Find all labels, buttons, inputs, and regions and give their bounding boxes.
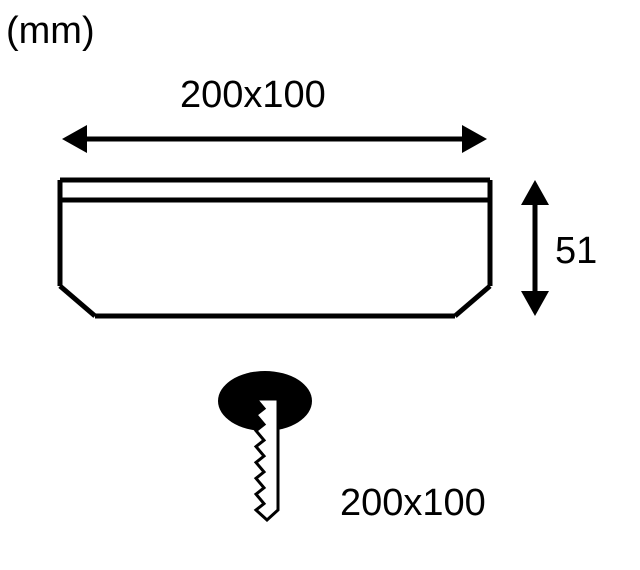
dimension-diagram (0, 0, 640, 570)
